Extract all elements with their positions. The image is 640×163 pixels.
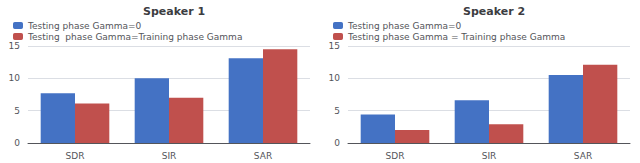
svg-text:5: 5 xyxy=(334,106,340,116)
svg-text:Testing phase Gamma=0: Testing phase Gamma=0 xyxy=(27,21,142,31)
svg-text:SDR: SDR xyxy=(386,151,405,161)
svg-text:SDR: SDR xyxy=(66,151,85,161)
svg-text:Testing phase Gamma=0: Testing phase Gamma=0 xyxy=(347,21,462,31)
svg-text:Speaker 2: Speaker 2 xyxy=(463,5,525,18)
svg-text:Speaker 1: Speaker 1 xyxy=(143,5,205,18)
svg-text:15: 15 xyxy=(329,41,340,51)
svg-text:0: 0 xyxy=(14,138,20,148)
svg-text:5: 5 xyxy=(14,106,20,116)
svg-text:10: 10 xyxy=(9,73,21,83)
svg-text:Testing phase Gamma = Training: Testing phase Gamma = Training phase Gam… xyxy=(347,32,565,42)
svg-text:SAR: SAR xyxy=(574,151,592,161)
svg-text:0: 0 xyxy=(334,138,340,148)
svg-text:Testing phase Gamma=Training: Testing phase Gamma=Training phase Gamma xyxy=(27,32,242,42)
svg-text:SAR: SAR xyxy=(254,151,272,161)
svg-text:10: 10 xyxy=(329,73,341,83)
svg-text:SIR: SIR xyxy=(482,151,497,161)
svg-text:SIR: SIR xyxy=(162,151,177,161)
svg-text:15: 15 xyxy=(9,41,20,51)
